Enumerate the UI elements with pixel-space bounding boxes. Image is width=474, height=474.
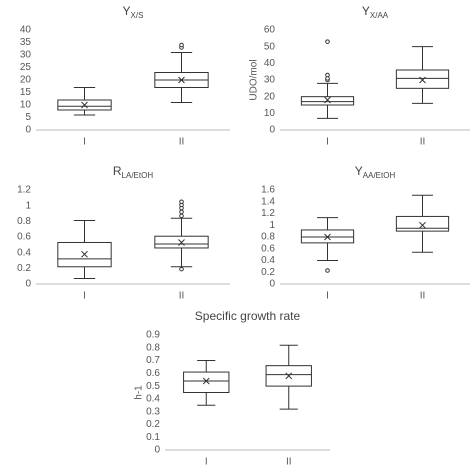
mean-marker	[324, 96, 331, 104]
y-tick-label: 1	[269, 220, 275, 231]
y-tick-label: 1.2	[17, 185, 31, 196]
y-tick-label: 10	[264, 108, 276, 119]
y-tick-label: 1.2	[261, 208, 275, 219]
mean-marker	[178, 76, 185, 84]
outlier	[179, 199, 184, 205]
mean-marker	[419, 221, 426, 229]
y-tick-label: 0.4	[17, 247, 31, 258]
y-tick-label: 0.9	[146, 330, 160, 341]
x-tick-label: I	[205, 457, 208, 468]
outlier	[179, 266, 184, 272]
outlier	[325, 39, 330, 44]
y-tick-label: 0	[269, 279, 275, 290]
x-tick-label: II	[420, 137, 426, 148]
box	[300, 96, 355, 106]
y-tick-label: 15	[20, 87, 32, 98]
mean-marker	[81, 250, 88, 258]
box	[395, 69, 450, 89]
title-main: Y	[123, 4, 131, 18]
y-axis-label: UDO/mol	[249, 59, 260, 100]
x-tick-label: I	[326, 137, 329, 148]
mean-marker	[285, 372, 293, 380]
outlier	[179, 209, 184, 215]
title-subscript: X/AA	[370, 11, 389, 20]
title-subscript: LA/EtOH	[122, 171, 154, 180]
y-tick-label: 35	[20, 37, 32, 48]
x-tick-label: I	[326, 291, 329, 302]
y-tick-label: 0.6	[17, 232, 31, 243]
y-tick-label: 25	[20, 62, 32, 73]
box	[183, 371, 230, 393]
y-tick-label: 0.7	[146, 355, 160, 366]
y-tick-label: 20	[264, 91, 276, 102]
mean-marker	[324, 233, 331, 241]
x-tick-label: II	[286, 457, 292, 468]
y-tick-label: 50	[264, 41, 276, 52]
mean-marker	[419, 76, 426, 84]
y-tick-label: 40	[264, 58, 276, 69]
x-tick-label: I	[83, 137, 86, 148]
chart-title: RLA/EtOH	[113, 164, 153, 180]
title-main: R	[113, 164, 122, 178]
x-tick-label: II	[179, 137, 185, 148]
y-tick-label: 0	[154, 445, 160, 456]
outlier	[325, 72, 330, 78]
y-tick-label: 0.8	[261, 232, 275, 243]
x-tick-label: I	[83, 291, 86, 302]
y-tick-label: 30	[20, 50, 32, 61]
outlier	[179, 42, 184, 48]
y-tick-label: 0.1	[146, 432, 160, 443]
chart-title: YX/AA	[362, 4, 389, 20]
y-tick-label: 0.2	[17, 263, 31, 274]
title-subscript: X/S	[131, 11, 144, 20]
chart-title: YX/S	[123, 4, 144, 20]
outlier	[325, 268, 330, 273]
outlier	[179, 213, 184, 219]
y-tick-label: 0	[25, 279, 31, 290]
title-main: Specific growth rate	[195, 309, 301, 323]
y-tick-label: 1.4	[261, 196, 275, 207]
title-main: Y	[362, 4, 370, 18]
mean-marker	[81, 101, 88, 109]
y-tick-label: 30	[264, 75, 276, 86]
y-tick-label: 5	[25, 112, 31, 123]
chart-title: YAA/EtOH	[355, 164, 396, 180]
y-tick-label: 0.3	[146, 406, 160, 417]
panel: Specific growth rate h-1 0 0.1 0.2 0.30.4 0.5 0…	[134, 309, 330, 468]
y-tick-label: 0.6	[146, 368, 160, 379]
y-tick-label: 1	[25, 200, 31, 211]
title-main: Y	[355, 164, 363, 178]
y-tick-label: 10	[20, 100, 32, 111]
y-tick-label: 0.4	[146, 394, 160, 405]
mean-marker	[202, 377, 210, 385]
y-tick-label: 0.8	[146, 342, 160, 353]
y-axis-label: h-1	[134, 385, 145, 400]
y-tick-label: 0.5	[146, 381, 160, 392]
x-tick-label: II	[420, 291, 426, 302]
y-tick-label: 1.6	[261, 185, 275, 196]
y-tick-label: 0	[269, 125, 275, 136]
chart-title: Specific growth rate	[195, 309, 301, 323]
y-tick-label: 0	[25, 125, 31, 136]
y-tick-label: 0.8	[17, 216, 31, 227]
y-tick-label: 0.2	[146, 419, 160, 430]
y-tick-label: 20	[20, 75, 32, 86]
box	[395, 215, 450, 232]
y-tick-label: 60	[264, 25, 276, 36]
x-tick-label: II	[179, 291, 185, 302]
y-tick-label: 0.6	[261, 243, 275, 254]
title-subscript: AA/EtOH	[363, 171, 396, 180]
y-tick-label: 0.4	[261, 255, 275, 266]
y-tick-label: 40	[20, 25, 32, 36]
y-tick-label: 0.2	[261, 267, 275, 278]
mean-marker	[178, 239, 185, 246]
